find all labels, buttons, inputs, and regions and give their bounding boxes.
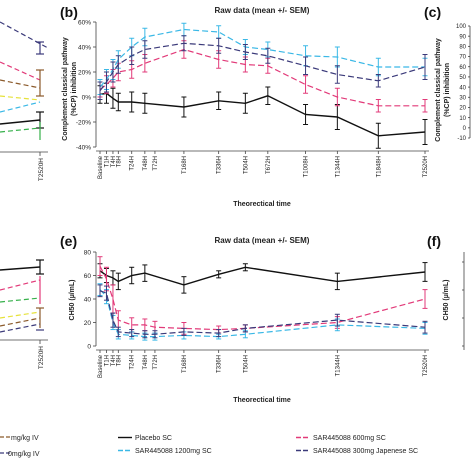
panel-f-label: (f) (427, 233, 441, 249)
series-line (99, 28, 425, 88)
y-tick-label: -20% (76, 119, 91, 126)
panel-f-ylabel: CH50 (µ/mL) (443, 280, 450, 321)
y-tick-label: 60 (84, 273, 92, 280)
left-legend-item-1: mg/kg IV (11, 435, 39, 442)
legend-label: SAR445088 300mg Japenese SC (313, 448, 418, 455)
series-line (99, 48, 425, 107)
y-tick-label: 60% (78, 19, 91, 26)
panel-b-label: (b) (60, 4, 78, 20)
panel-c-tick-label: 20 (459, 106, 466, 112)
x-tick-label: T336H (217, 156, 223, 174)
legend-label: Placebo SC (135, 435, 172, 442)
x-tick-label: T1H (104, 156, 110, 167)
legend: Placebo SC SAR445088 600mg SC SAR445088 12… (118, 435, 418, 455)
left-legend-item-2: 0mg/kg IV (8, 451, 40, 458)
x-tick-label: T8H (116, 355, 122, 366)
y-tick-label: 80 (84, 249, 92, 256)
x-tick-label: T72H (153, 156, 159, 171)
x-tick-label: T48H (143, 156, 149, 171)
panel-c-tick-label: 60 (459, 65, 466, 71)
panel-c-ylabel-line2: (%CP) inhibition (444, 63, 451, 117)
panel-b-ylabel-line1: Complement classical pathway (62, 37, 69, 141)
x-tick-label: T1344H (335, 355, 341, 376)
panel-c-ylabel-line1: Complement classical pathway (435, 38, 442, 142)
x-tick-label: T336H (217, 355, 223, 373)
x-tick-label: T1008H (304, 156, 310, 177)
x-tick-label: Baseline (98, 354, 104, 378)
panel-c-tick-label: 30 (459, 95, 466, 101)
y-tick-label: 20% (78, 69, 91, 76)
x-tick-label: T2520H (423, 355, 429, 376)
panel-b-ylabel-line2: (%CP) inhibition (71, 62, 78, 116)
x-tick-label: T8H (116, 156, 122, 167)
panel-b-xlabel: Theorectical time (233, 201, 291, 208)
panel-c-tick-label: 70 (459, 55, 466, 61)
x-tick-label: T24H (130, 355, 136, 370)
panel-e-ylabel: CH50 (µ/mL) (69, 280, 76, 321)
panel-b-plot: 60% 40% 20% 0% -20% -40% Baseline T1H T4H T8H T24H… (76, 19, 429, 179)
y-tick-label: 40% (78, 44, 91, 51)
legend-label: SAR445088 600mg SC (313, 435, 386, 442)
panel-c-tick-label: 0 (463, 126, 467, 132)
x-tick-label: T1344H (335, 156, 341, 177)
panel-e-plot: 80 60 40 20 0 Baseline T1H T4H T8H T24H T48H T72H T1… (84, 249, 429, 378)
y-tick-label: 0 (87, 343, 91, 350)
x-tick-label: T1H (104, 355, 110, 366)
series-line (99, 42, 426, 92)
panel-e-xlabel: Theorectical time (233, 397, 291, 404)
panel-b-title: Raw data (mean +/- SEM) (215, 6, 310, 15)
series-line (99, 265, 426, 331)
legend-label: SAR445088 1200mg SC (135, 448, 212, 455)
series-line (99, 290, 426, 335)
x-tick-label: T4H (111, 156, 117, 167)
left-legend-fragment (0, 436, 10, 454)
left-top-tick: T2520H (38, 158, 45, 181)
x-tick-label: T48H (143, 355, 149, 370)
panel-e-title: Raw data (mean +/- SEM) (215, 236, 310, 245)
x-tick-label: T4H (111, 355, 117, 366)
series-line (99, 266, 426, 286)
panel-c-tick-label: 80 (459, 45, 466, 51)
y-tick-label: 20 (84, 320, 92, 327)
x-tick-label: T72H (153, 355, 159, 370)
y-tick-label: -40% (76, 144, 91, 151)
x-tick-label: T168H (182, 156, 188, 174)
x-tick-label: T2520H (423, 156, 429, 177)
x-tick-label: T504H (243, 156, 249, 174)
x-tick-label: T672H (266, 156, 272, 174)
panel-c-tick-label: -10 (457, 136, 466, 142)
x-tick-label: T24H (130, 156, 136, 171)
panel-f-axis (462, 252, 465, 350)
panel-c-tick-label: 90 (459, 34, 466, 40)
left-bottom-tick: T2520H (38, 346, 45, 369)
panel-c-tick-label: 100 (456, 24, 467, 30)
panel-c-tick-label: 50 (459, 75, 466, 81)
x-tick-label: T168H (182, 355, 188, 373)
panel-c-label: (c) (424, 4, 441, 20)
x-tick-label: Baseline (98, 155, 104, 179)
panel-c-tick-label: 10 (459, 116, 466, 122)
series-line (99, 289, 426, 338)
left-fragment-bottom (0, 259, 48, 344)
y-tick-label: 0% (82, 94, 92, 101)
series-line (99, 92, 426, 137)
y-tick-label: 40 (84, 296, 92, 303)
left-fragment-top (0, 21, 49, 156)
x-tick-label: T504H (243, 355, 249, 373)
panel-e-label: (e) (60, 233, 77, 249)
panel-c-tick-label: 40 (459, 85, 466, 91)
x-tick-label: T1848H (376, 156, 382, 177)
